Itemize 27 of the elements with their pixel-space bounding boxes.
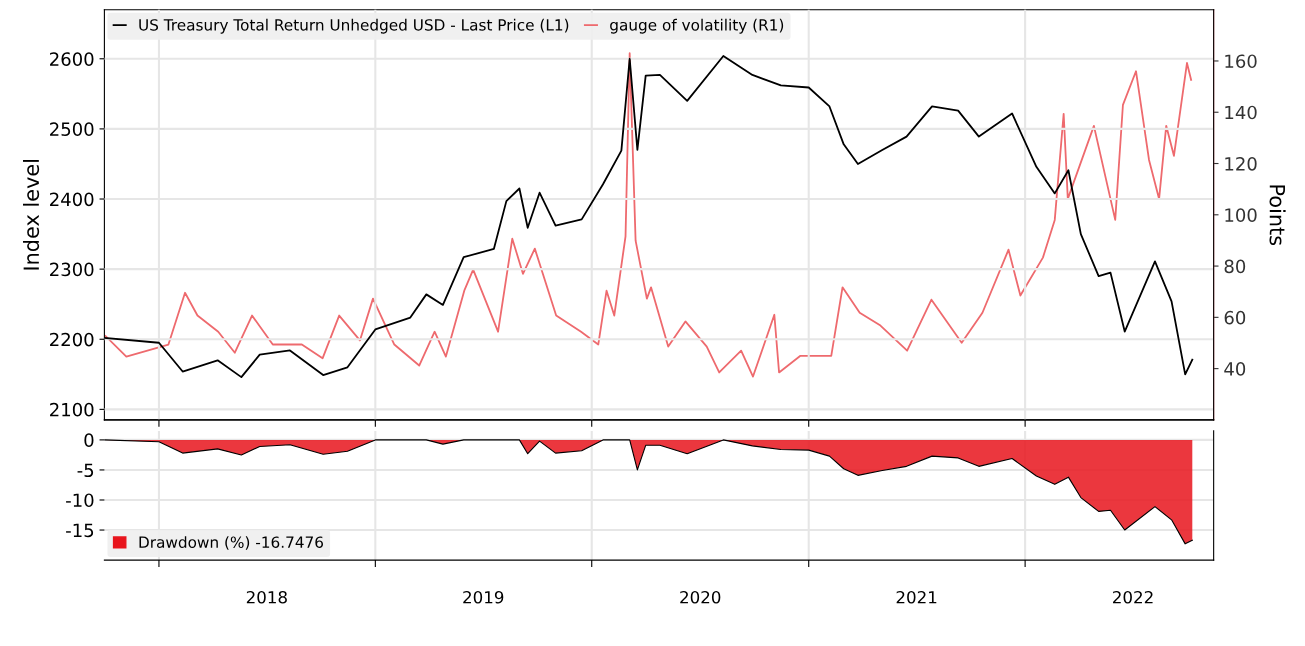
y2-axis-title: Points	[1269, 185, 1286, 246]
y-tick-label: 2600	[50, 52, 94, 66]
y-tick-label: 2500	[50, 122, 94, 137]
x-tick-label: 2018	[246, 590, 287, 604]
y2-tick-label: 160	[1225, 54, 1257, 69]
y-tick-label: -10	[66, 493, 94, 508]
y2-tick-label: 40	[1224, 362, 1246, 376]
legend-label: Drawdown (%) -16.7476	[139, 536, 324, 550]
legend-label: US Treasury Total Return Unhedged USD - Last Price (L1)	[139, 18, 569, 34]
x-tick-label: 2022	[1113, 590, 1153, 604]
x-tick-label: 2019	[463, 590, 504, 604]
y2-tick-label: 140	[1225, 105, 1257, 120]
x-tick-label: 2020	[680, 590, 721, 604]
y-tick-label: 0	[84, 433, 94, 448]
y2-tick-label: 100	[1225, 208, 1257, 222]
y-tick-label: 2300	[50, 262, 94, 277]
legend-label: gauge of volatility (R1)	[610, 18, 784, 34]
y-tick-label: 2100	[50, 402, 94, 417]
y2-tick-label: 60	[1224, 310, 1246, 325]
y2-tick-label: 80	[1224, 259, 1246, 274]
y-axis-title: Index level	[23, 159, 40, 270]
y-tick-label: -15	[66, 523, 94, 538]
y-tick-label: 2200	[50, 332, 94, 347]
y2-tick-label: 120	[1225, 156, 1257, 171]
x-tick-label: 2021	[896, 590, 937, 604]
y-tick-label: -5	[77, 463, 94, 478]
y-tick-label: 2400	[50, 192, 94, 207]
